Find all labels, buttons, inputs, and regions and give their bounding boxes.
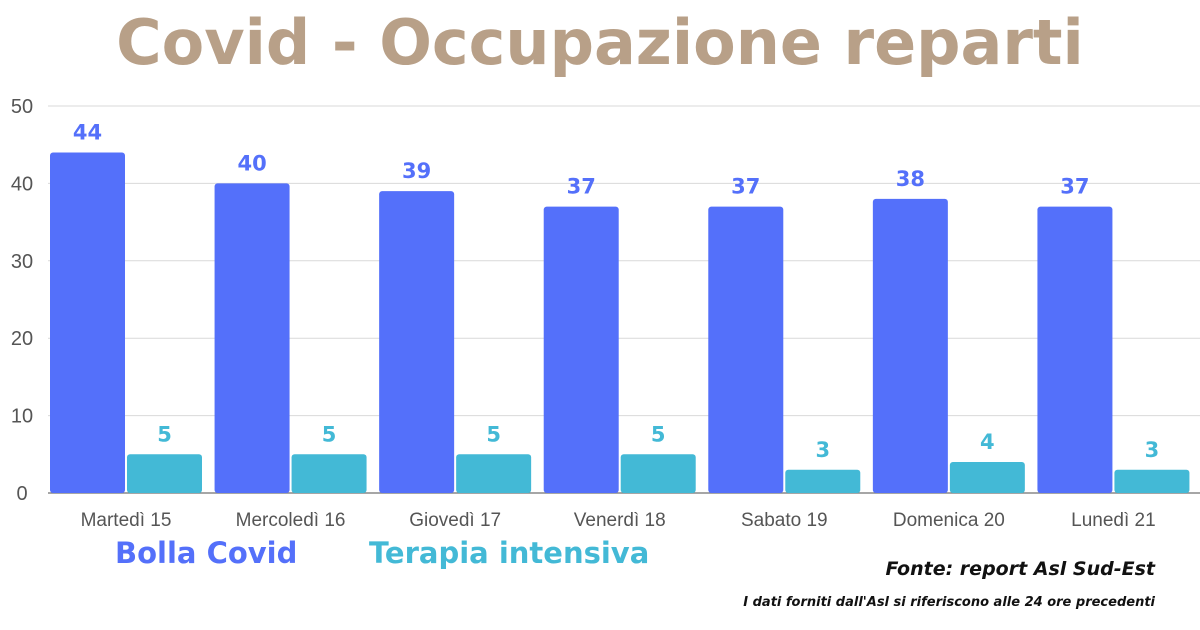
source-text: Fonte: report Asl Sud-Est	[886, 558, 1156, 580]
x-tick-label: Martedì 15	[81, 510, 172, 531]
y-axis-ticks: 0 10 20 30 40 50	[11, 96, 33, 505]
data-label: 37	[567, 175, 596, 199]
x-tick-label: Sabato 19	[741, 510, 828, 531]
data-label: 37	[731, 175, 760, 199]
data-label: 5	[651, 422, 666, 446]
data-label: 44	[73, 120, 102, 144]
legend-bolla-covid: Bolla Covid	[115, 536, 297, 570]
data-label: 38	[896, 167, 925, 191]
footnote-text: I dati forniti dall'Asl si riferiscono a…	[743, 595, 1155, 610]
y-tick-label: 0	[16, 483, 27, 505]
legend-terapia-intensiva: Terapia intensiva	[369, 536, 649, 570]
data-label: 5	[157, 422, 172, 446]
data-labels: 44 5 40 5 39 5 37 5 37 3 38 4 37 3	[73, 120, 1159, 461]
x-tick-label: Venerdì 18	[574, 510, 666, 531]
bar-terapia-intensiva	[456, 454, 532, 493]
bar-terapia-intensiva	[1114, 469, 1190, 493]
y-tick-label: 50	[11, 96, 33, 118]
x-tick-label: Mercoledì 16	[236, 510, 346, 531]
bar-bolla-covid	[543, 206, 619, 493]
bar-bolla-covid	[50, 152, 125, 493]
chart-title: Covid - Occupazione reparti	[116, 6, 1084, 79]
x-axis-labels: Martedì 15 Mercoledì 16 Giovedì 17 Venerdì …	[81, 510, 1156, 531]
data-label: 4	[980, 430, 995, 454]
x-tick-label: Domenica 20	[893, 510, 1005, 531]
y-tick-label: 40	[11, 173, 33, 195]
bar-terapia-intensiva	[127, 454, 202, 493]
data-label: 40	[237, 151, 266, 175]
data-label: 3	[1145, 438, 1160, 462]
bar-bolla-covid	[708, 206, 784, 493]
data-label: 5	[486, 422, 501, 446]
y-tick-label: 10	[11, 406, 33, 428]
bar-terapia-intensiva	[620, 454, 696, 493]
data-label: 5	[322, 422, 337, 446]
bar-bolla-covid	[872, 198, 948, 493]
bar-bolla-covid	[214, 183, 290, 493]
bar-bolla-covid	[1037, 206, 1113, 493]
bar-terapia-intensiva	[949, 462, 1025, 493]
bar-terapia-intensiva	[785, 469, 861, 493]
bars	[50, 152, 1190, 493]
bar-bolla-covid	[379, 191, 455, 493]
data-label: 39	[402, 159, 431, 183]
data-label: 37	[1060, 175, 1089, 199]
x-tick-label: Lunedì 21	[1071, 510, 1156, 531]
data-label: 3	[815, 438, 830, 462]
x-tick-label: Giovedì 17	[409, 510, 501, 531]
y-tick-label: 20	[11, 328, 33, 350]
bar-terapia-intensiva	[291, 454, 367, 493]
y-tick-label: 30	[11, 251, 33, 273]
